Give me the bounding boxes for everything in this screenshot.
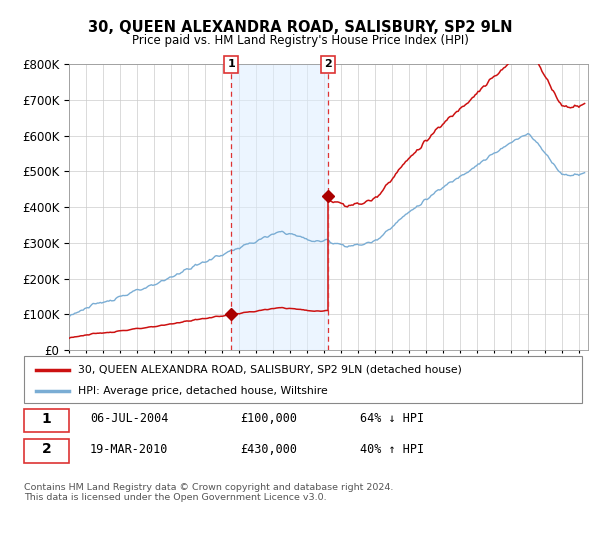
Text: 30, QUEEN ALEXANDRA ROAD, SALISBURY, SP2 9LN: 30, QUEEN ALEXANDRA ROAD, SALISBURY, SP2… — [88, 20, 512, 35]
Text: 2: 2 — [42, 442, 52, 456]
Text: 64% ↓ HPI: 64% ↓ HPI — [360, 412, 424, 426]
Text: £430,000: £430,000 — [240, 442, 297, 456]
Text: HPI: Average price, detached house, Wiltshire: HPI: Average price, detached house, Wilt… — [78, 386, 328, 396]
Text: 40% ↑ HPI: 40% ↑ HPI — [360, 442, 424, 456]
Text: 2: 2 — [324, 59, 332, 69]
Text: 1: 1 — [42, 412, 52, 426]
Text: Contains HM Land Registry data © Crown copyright and database right 2024.
This d: Contains HM Land Registry data © Crown c… — [24, 483, 394, 502]
Text: 1: 1 — [227, 59, 235, 69]
Bar — [232, 64, 328, 350]
Text: Price paid vs. HM Land Registry's House Price Index (HPI): Price paid vs. HM Land Registry's House … — [131, 34, 469, 46]
Text: 06-JUL-2004: 06-JUL-2004 — [90, 412, 169, 426]
Text: £100,000: £100,000 — [240, 412, 297, 426]
Text: 30, QUEEN ALEXANDRA ROAD, SALISBURY, SP2 9LN (detached house): 30, QUEEN ALEXANDRA ROAD, SALISBURY, SP2… — [78, 365, 462, 375]
Text: 19-MAR-2010: 19-MAR-2010 — [90, 442, 169, 456]
